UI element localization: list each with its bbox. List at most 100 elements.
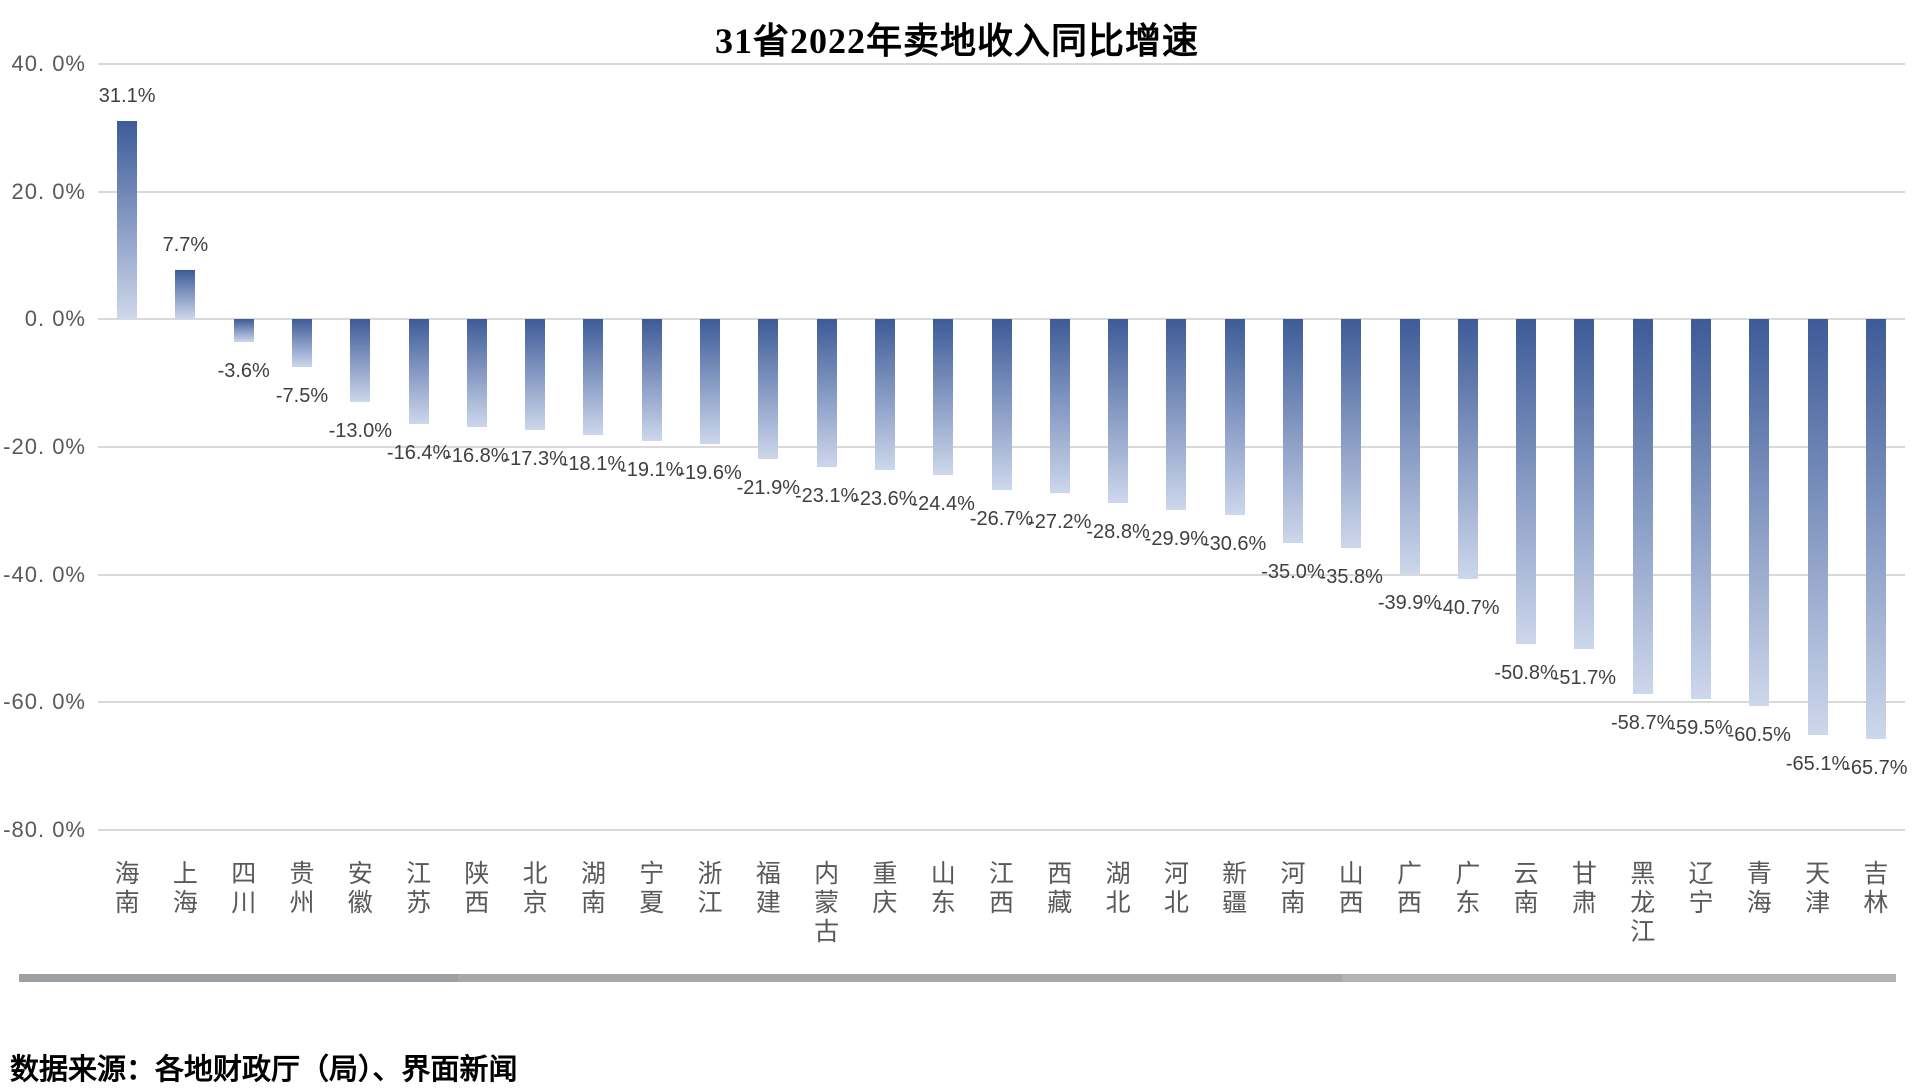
gridline [98, 701, 1905, 704]
bar-北京 [525, 319, 546, 430]
bar-新疆 [1224, 319, 1245, 515]
bar-value-label: 7.7% [162, 234, 209, 257]
x-axis-label-河北: 河北 [1160, 860, 1188, 918]
bar-云南 [1516, 319, 1537, 644]
bar-value-label: -16.8% [445, 444, 509, 467]
x-axis-label-青海: 青海 [1743, 860, 1771, 918]
bar-value-label: -27.2% [1028, 510, 1092, 533]
gridline [98, 829, 1905, 831]
bar-value-label: -21.9% [736, 477, 801, 500]
horizontal-scrollbar[interactable] [19, 974, 1896, 982]
bar-value-label: -60.5% [1727, 723, 1791, 746]
x-axis-label-山西: 山西 [1335, 860, 1363, 918]
x-axis-label-安徽: 安徽 [344, 860, 372, 918]
x-axis-label-辽宁: 辽宁 [1684, 860, 1712, 918]
bar-value-label: -40.7% [1436, 597, 1500, 620]
bar-陕西 [466, 319, 487, 427]
x-axis-label-甘肃: 甘肃 [1568, 860, 1596, 918]
bar-青海 [1749, 319, 1770, 706]
bar-浙江 [700, 319, 721, 445]
bar-内蒙古 [816, 319, 837, 467]
bar-江苏 [408, 319, 429, 424]
x-axis-label-内蒙古: 内蒙古 [810, 860, 838, 947]
bar-湖南 [583, 319, 604, 435]
bar-安徽 [350, 319, 371, 403]
bar-宁夏 [641, 319, 662, 442]
bar-四川 [233, 319, 254, 343]
x-axis-label-陕西: 陕西 [460, 860, 488, 918]
x-axis-label-湖南: 湖南 [577, 860, 605, 918]
x-axis-label-河南: 河南 [1276, 860, 1304, 918]
x-axis-label-江苏: 江苏 [402, 860, 430, 918]
x-axis-label-云南: 云南 [1510, 860, 1538, 918]
bar-value-label: -17.3% [503, 447, 567, 470]
bar-value-label: -28.8% [1086, 521, 1150, 544]
x-axis-label-贵州: 贵州 [286, 860, 314, 918]
bar-天津 [1807, 319, 1828, 735]
bar-value-label: -50.8% [1494, 661, 1558, 684]
bar-value-label: -65.1% [1785, 752, 1850, 775]
bar-value-label: -24.4% [911, 493, 975, 516]
x-axis-label-福建: 福建 [752, 860, 780, 918]
bar-甘肃 [1574, 319, 1595, 650]
x-axis-label-山东: 山东 [927, 860, 955, 918]
x-axis-label-吉林: 吉林 [1859, 860, 1887, 918]
bar-辽宁 [1690, 319, 1711, 700]
y-axis-tick-label: -80. 0% [3, 817, 86, 842]
bar-江西 [991, 319, 1012, 490]
x-axis-label-北京: 北京 [519, 860, 547, 918]
bar-上海 [175, 270, 196, 320]
bar-河北 [1166, 319, 1187, 511]
x-axis-label-海南: 海南 [111, 860, 139, 918]
bar-吉林 [1865, 319, 1886, 739]
data-source-note: 数据来源：各地财政厅（局）、界面新闻 [10, 1054, 518, 1086]
y-axis-tick-label: 0. 0% [24, 306, 86, 332]
x-axis-label-重庆: 重庆 [868, 860, 896, 918]
bar-value-label: 31.1% [98, 84, 156, 107]
y-axis-tick-label: -40. 0% [3, 561, 86, 587]
bar-广东 [1457, 319, 1478, 580]
x-axis-label-广西: 广西 [1393, 860, 1421, 918]
x-axis-label-广东: 广东 [1451, 860, 1479, 918]
bar-value-label: -65.7% [1844, 756, 1908, 779]
bar-value-label: -39.9% [1377, 592, 1442, 615]
bar-西藏 [1049, 319, 1070, 493]
gridline [98, 63, 1905, 65]
bar-value-label: -3.6% [217, 360, 270, 383]
x-axis-label-四川: 四川 [227, 860, 255, 918]
x-axis-label-湖北: 湖北 [1102, 860, 1130, 918]
bar-value-label: -18.1% [561, 452, 626, 475]
bar-value-label: -30.6% [1202, 532, 1267, 555]
y-axis-tick-label: -60. 0% [3, 689, 86, 715]
bar-重庆 [874, 319, 895, 470]
bar-value-label: -23.1% [794, 484, 859, 507]
x-axis-label-黑龙江: 黑龙江 [1626, 860, 1654, 947]
bar-value-label: -35.8% [1319, 565, 1383, 588]
bar-value-label: -19.1% [620, 459, 684, 482]
x-axis-label-新疆: 新疆 [1218, 860, 1246, 918]
x-axis-label-江西: 江西 [985, 860, 1013, 918]
x-axis-label-西藏: 西藏 [1043, 860, 1071, 918]
x-axis-label-上海: 上海 [169, 860, 197, 918]
x-axis-label-宁夏: 宁夏 [635, 860, 663, 918]
x-axis-label-浙江: 浙江 [694, 860, 722, 918]
bar-value-label: -29.9% [1144, 528, 1209, 551]
bar-value-label: -19.6% [678, 462, 742, 485]
bar-value-label: -59.5% [1669, 717, 1733, 740]
bar-value-label: -13.0% [328, 420, 392, 443]
bar-value-label: -26.7% [969, 507, 1034, 530]
gridline [98, 190, 1905, 193]
bar-湖北 [1108, 319, 1129, 504]
gridline [98, 573, 1905, 576]
bar-贵州 [292, 319, 313, 368]
bar-福建 [758, 319, 779, 460]
bar-河南 [1282, 319, 1303, 543]
bar-广西 [1399, 319, 1420, 575]
bar-value-label: -23.6% [853, 487, 917, 510]
bar-value-label: -58.7% [1611, 712, 1675, 735]
bar-海南 [117, 120, 138, 320]
bar-value-label: -7.5% [275, 385, 329, 408]
x-axis-label-天津: 天津 [1801, 860, 1829, 918]
chart-title: 31省2022年卖地收入同比增速 [714, 21, 1199, 61]
